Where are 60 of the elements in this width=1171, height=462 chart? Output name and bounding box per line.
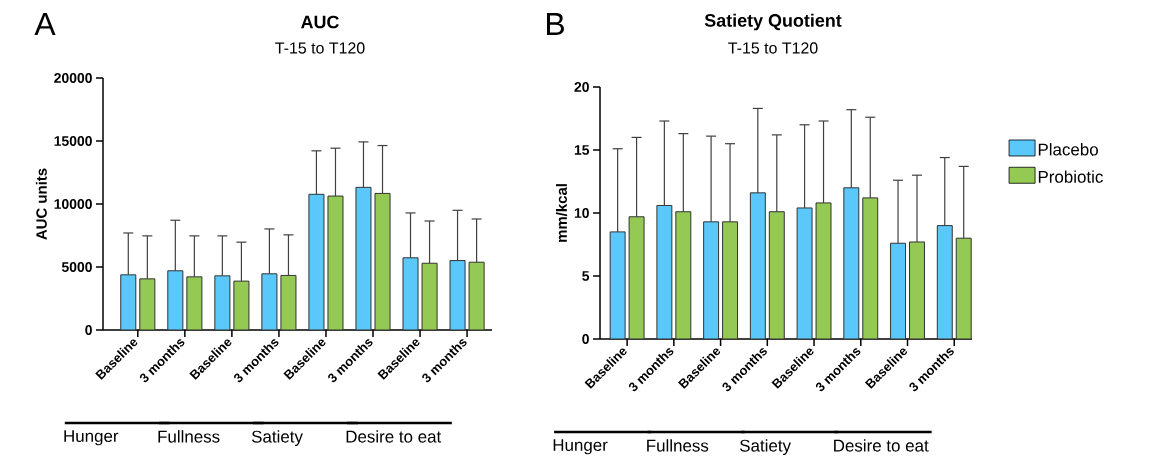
bar [233,280,250,331]
bar [909,241,925,340]
bar [768,211,785,340]
bar [139,278,156,331]
y-tick-label: 5000 [61,262,92,272]
bar [308,193,325,331]
bar [186,276,203,331]
y-tick-label: 5 [582,271,590,281]
text: Desire to eat [346,430,442,443]
y-tick-label: 10000 [54,199,92,209]
bar [609,231,626,340]
bar [280,274,297,331]
y-tick-label: 0 [85,325,92,335]
y-tick-label: 0 [582,334,589,344]
bar [796,207,813,340]
y-axis-title: AUC units [35,168,47,240]
bar [703,221,720,340]
chart-subtitle: T-15 to T120 [728,42,818,54]
bar [261,273,278,331]
bar [167,270,184,331]
y-tick-label: 15 [574,145,590,155]
bar [656,204,673,340]
y-tick-label: 10 [574,208,589,218]
bar [815,202,832,340]
bar [843,187,860,340]
y-tick-label: 15000 [54,136,92,146]
text: Hunger [553,439,608,455]
text: Satiety [740,439,791,455]
bar [955,237,972,340]
chart-title: AUC [301,15,339,29]
bar [749,192,766,340]
y-tick-label: 20000 [54,73,92,83]
text: Satiety [251,430,303,446]
legend-label: Probiotic [1038,170,1103,183]
bar [936,225,953,340]
y-tick-label: 20 [574,82,589,92]
text: B [546,13,564,35]
bar [355,186,372,331]
y-axis-title: mm/kcal [556,184,568,242]
bar [120,274,137,331]
bar [722,221,739,340]
chart-title: Satiety Quotient [704,13,842,31]
bar [374,192,391,331]
chart-subtitle: T-15 to T120 [275,42,365,54]
bar [421,262,438,331]
bar [327,195,344,331]
bar [862,197,879,340]
bar [449,260,466,331]
legend-label: Placebo [1038,143,1098,156]
text: Hunger [64,430,119,446]
text: Fullness [158,430,220,443]
bar [675,211,692,340]
bar [890,242,907,340]
bar [214,275,231,331]
bar [628,216,645,340]
text: Desire to eat [834,439,929,452]
text: Fullness [647,439,709,452]
bar [402,257,419,331]
bar [468,261,485,331]
text: A [34,13,56,35]
